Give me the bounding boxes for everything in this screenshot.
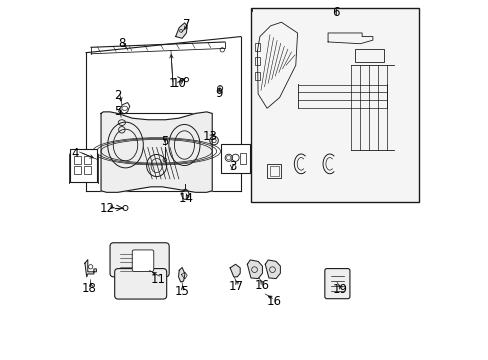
- Polygon shape: [85, 260, 96, 277]
- Text: 5: 5: [161, 135, 168, 148]
- Bar: [74, 166, 81, 174]
- Polygon shape: [101, 112, 212, 192]
- Bar: [354, 49, 383, 62]
- FancyBboxPatch shape: [115, 269, 166, 299]
- Text: 16: 16: [254, 279, 269, 292]
- Bar: [266, 164, 281, 178]
- Text: 11: 11: [150, 273, 165, 286]
- Text: 10: 10: [171, 77, 186, 90]
- Text: 7: 7: [183, 18, 190, 31]
- Bar: [84, 166, 91, 174]
- Text: 18: 18: [82, 282, 97, 295]
- Text: 9: 9: [215, 87, 223, 100]
- Bar: [254, 43, 260, 51]
- Text: 13: 13: [203, 130, 218, 143]
- Polygon shape: [178, 267, 184, 282]
- Polygon shape: [175, 23, 187, 39]
- Bar: [250, 8, 418, 202]
- Text: 6: 6: [331, 6, 339, 19]
- Text: 16: 16: [266, 295, 281, 308]
- FancyBboxPatch shape: [70, 149, 97, 182]
- FancyBboxPatch shape: [324, 269, 349, 299]
- FancyBboxPatch shape: [132, 250, 153, 271]
- Text: 14: 14: [179, 192, 194, 205]
- Bar: [254, 72, 260, 80]
- FancyBboxPatch shape: [221, 144, 249, 173]
- Bar: [74, 156, 81, 163]
- Bar: [240, 153, 245, 163]
- FancyBboxPatch shape: [110, 243, 169, 277]
- Text: 12: 12: [100, 202, 115, 215]
- Text: 3: 3: [229, 160, 236, 173]
- Polygon shape: [247, 260, 262, 279]
- Text: 19: 19: [332, 283, 347, 296]
- Text: 1: 1: [169, 77, 176, 90]
- Text: 8: 8: [118, 37, 125, 50]
- Polygon shape: [230, 264, 240, 277]
- Text: 4: 4: [71, 147, 79, 159]
- Bar: [84, 156, 91, 163]
- Bar: [269, 166, 278, 176]
- Text: 2: 2: [114, 89, 122, 102]
- Text: 15: 15: [174, 285, 189, 298]
- Bar: [254, 57, 260, 65]
- Text: 17: 17: [229, 280, 244, 293]
- Polygon shape: [265, 260, 280, 279]
- Text: 5: 5: [114, 105, 122, 118]
